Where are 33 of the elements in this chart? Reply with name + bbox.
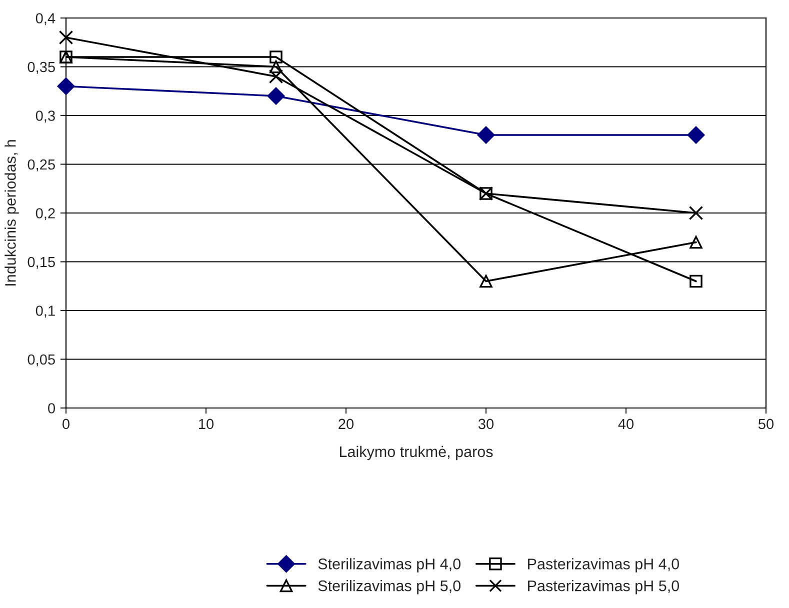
y-tick-label: 0,1 xyxy=(36,306,55,318)
y-tick-label: 0 xyxy=(48,403,56,414)
point xyxy=(688,206,704,220)
point xyxy=(690,274,702,288)
legend-label: Pasterizavimas pH 4,0 xyxy=(528,558,680,572)
point xyxy=(268,69,284,84)
x-tick-label: 20 xyxy=(338,418,354,430)
point xyxy=(690,236,702,249)
point xyxy=(480,274,492,288)
legend-label: Sterilizavimas pH 4,0 xyxy=(318,558,460,572)
point xyxy=(58,30,74,45)
y-tick-label: 0,3 xyxy=(36,110,55,123)
x-tick-label: 0 xyxy=(62,418,70,430)
y-tick-label: 0,15 xyxy=(28,256,55,269)
y-tick-label: 0,35 xyxy=(28,62,55,74)
y-tick-label: 0,4 xyxy=(36,13,56,26)
y-axis-title: Indukcinis periodas, h xyxy=(4,140,19,286)
x-tick-label: 50 xyxy=(758,418,774,430)
point xyxy=(477,126,495,144)
point xyxy=(57,78,75,95)
x-axis-title: Laikymo trukmė, paros xyxy=(340,446,493,460)
y-tick-label: 0,25 xyxy=(28,159,55,172)
point xyxy=(267,87,285,105)
y-tick-label: 0,05 xyxy=(28,354,55,366)
point xyxy=(270,50,282,64)
point xyxy=(270,60,282,74)
legend-label: Pasterizavimas pH 5,0 xyxy=(528,580,680,594)
x-tick-label: 10 xyxy=(199,418,214,430)
legend-label: Sterilizavimas pH 5,0 xyxy=(318,580,460,594)
y-tick-label: 0,2 xyxy=(36,208,55,220)
point xyxy=(687,126,705,144)
x-tick-label: 30 xyxy=(478,418,494,430)
x-tick-label: 40 xyxy=(618,418,634,430)
